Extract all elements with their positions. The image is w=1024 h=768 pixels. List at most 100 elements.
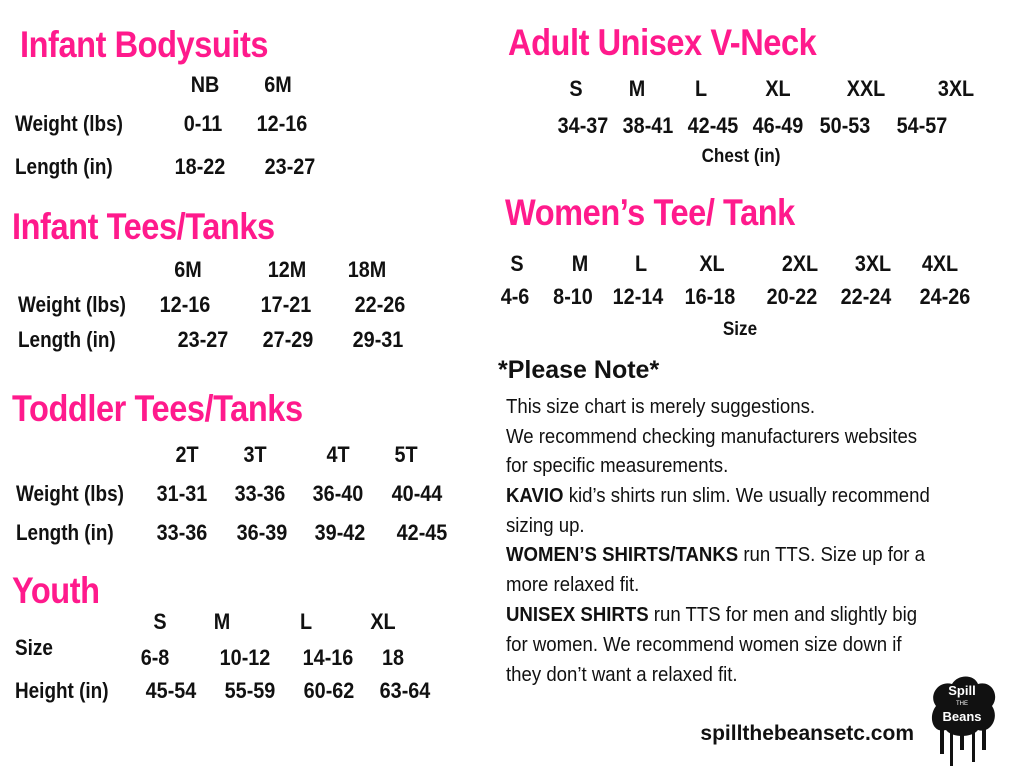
size-value: 27-29: [262, 327, 314, 352]
size-value: 23-27: [177, 327, 229, 352]
size-header: 18M: [347, 257, 387, 282]
size-value: 24-26: [919, 284, 971, 309]
size-value: 54-57: [896, 113, 948, 138]
size-value: 45-54: [145, 678, 197, 703]
size-value: 34-37: [557, 113, 609, 138]
size-header: L: [694, 76, 708, 101]
infant-bodysuits-title: Infant Bodysuits: [20, 24, 269, 65]
womens-title: Women’s Tee/ Tank: [505, 192, 795, 233]
youth-title: Youth: [12, 570, 100, 611]
size-value: 42-45: [687, 113, 739, 138]
size-value: 33-36: [234, 481, 286, 506]
note-text: they don’t want a relaxed fit.: [506, 664, 738, 686]
note-line: for specific measurements.: [506, 455, 728, 478]
row-label: Size: [15, 635, 53, 660]
size-header: 2T: [175, 442, 199, 467]
size-header: M: [628, 76, 646, 101]
size-value: 22-26: [354, 292, 406, 317]
size-header: 3XL: [937, 76, 975, 101]
row-label: Length (in): [15, 154, 113, 179]
size-value: 55-59: [224, 678, 276, 703]
size-value: 40-44: [391, 481, 443, 506]
note-line: We recommend checking manufacturers webs…: [506, 426, 917, 449]
size-header: 4XL: [921, 251, 959, 276]
size-value: 63-64: [379, 678, 431, 703]
size-header: 2XL: [781, 251, 819, 276]
size-value: 12-14: [612, 284, 664, 309]
size-header: 12M: [267, 257, 307, 282]
note-text: We recommend checking manufacturers webs…: [506, 426, 918, 448]
note-line: UNISEX SHIRTS run TTS for men and slight…: [506, 604, 917, 627]
size-header: 4T: [326, 442, 350, 467]
row-label: Length (in): [16, 520, 114, 545]
size-header: 5T: [394, 442, 418, 467]
size-value: 6-8: [140, 645, 170, 670]
note-text: for specific measurements.: [506, 455, 729, 477]
size-header: S: [153, 609, 167, 634]
size-value: 20-22: [766, 284, 818, 309]
row-label: Weight (lbs): [15, 111, 123, 136]
size-header: XL: [370, 609, 396, 634]
measure-label: Size: [722, 319, 758, 340]
size-value: 17-21: [260, 292, 312, 317]
size-value: 39-42: [314, 520, 366, 545]
size-header: 6M: [174, 257, 202, 282]
size-value: 60-62: [303, 678, 355, 703]
note-line: sizing up.: [506, 515, 585, 538]
row-label: Weight (lbs): [16, 481, 124, 506]
size-value: 36-39: [236, 520, 288, 545]
size-value: 42-45: [396, 520, 448, 545]
size-value: 46-49: [752, 113, 804, 138]
note-bold-text: UNISEX SHIRTS: [506, 604, 649, 626]
row-label: Length (in): [18, 327, 116, 352]
size-value: 18-22: [174, 154, 226, 179]
toddler-tees-title: Toddler Tees/Tanks: [12, 388, 303, 429]
note-text: This size chart is merely suggestions.: [506, 396, 816, 418]
size-header: 3T: [243, 442, 267, 467]
note-text: for women. We recommend women size down …: [506, 634, 902, 656]
size-value: 18: [381, 645, 405, 670]
svg-text:Spill: Spill: [948, 683, 975, 698]
note-line: KAVIO kid’s shirts run slim. We usually …: [506, 485, 930, 508]
note-text: sizing up.: [506, 515, 585, 537]
size-header: NB: [190, 72, 220, 97]
size-header: XL: [699, 251, 725, 276]
size-header: S: [569, 76, 583, 101]
size-value: 12-16: [256, 111, 308, 136]
size-value: 0-11: [183, 111, 223, 136]
size-value: 38-41: [622, 113, 674, 138]
size-value: 16-18: [684, 284, 736, 309]
size-value: 12-16: [159, 292, 211, 317]
note-text: run TTS. Size up for a: [738, 544, 925, 566]
note-line: more relaxed fit.: [506, 574, 639, 597]
note-text: more relaxed fit.: [506, 574, 640, 596]
note-line: they don’t want a relaxed fit.: [506, 664, 738, 687]
size-value: 33-36: [156, 520, 208, 545]
note-bold-text: WOMEN’S SHIRTS/TANKS: [506, 544, 739, 566]
size-value: 50-53: [819, 113, 871, 138]
size-value: 8-10: [553, 284, 593, 309]
note-text: run TTS for men and slightly big: [648, 604, 918, 626]
spill-the-beans-logo: Spill THE Beans: [931, 676, 996, 766]
size-value: 4-6: [500, 284, 530, 309]
svg-text:THE: THE: [956, 701, 968, 707]
size-value: 36-40: [312, 481, 364, 506]
note-text: kid’s shirts run slim. We usually recomm…: [563, 485, 930, 507]
size-header: XXL: [846, 76, 886, 101]
size-header: 3XL: [854, 251, 892, 276]
size-header: M: [213, 609, 231, 634]
size-value: 29-31: [352, 327, 404, 352]
size-header: M: [571, 251, 589, 276]
row-label: Height (in): [15, 678, 109, 703]
size-value: 22-24: [840, 284, 892, 309]
size-value: 23-27: [264, 154, 316, 179]
size-header: L: [634, 251, 648, 276]
adult-unisex-title: Adult Unisex V-Neck: [508, 22, 817, 63]
size-value: 31-31: [156, 481, 208, 506]
measure-label: Chest (in): [701, 146, 781, 167]
website-link: spillthebeansetc.com: [700, 722, 914, 745]
size-value: 10-12: [219, 645, 271, 670]
infant-tees-title: Infant Tees/Tanks: [12, 206, 275, 247]
note-line: WOMEN’S SHIRTS/TANKS run TTS. Size up fo…: [506, 544, 925, 567]
